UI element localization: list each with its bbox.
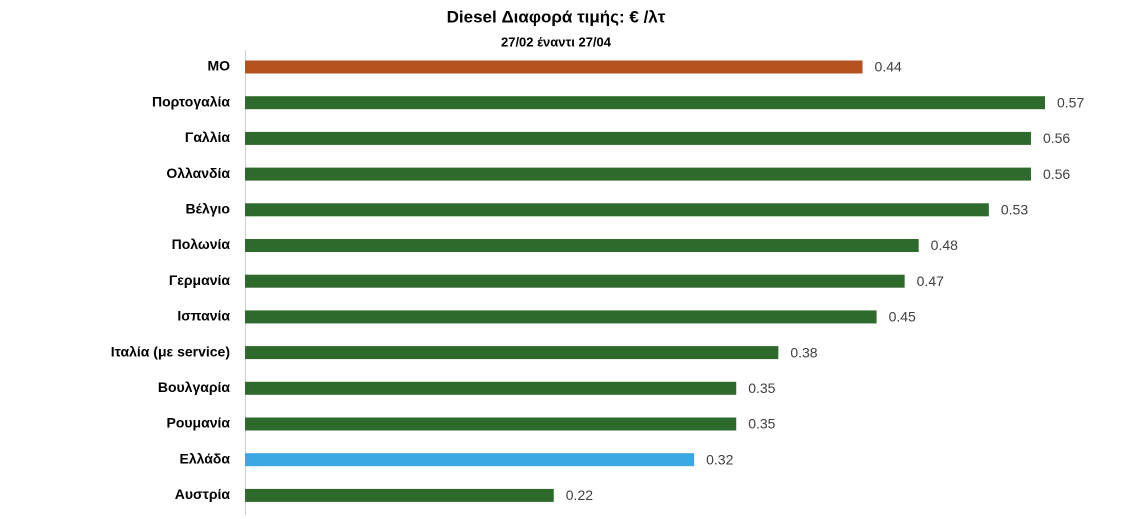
value-label: 0.35: [748, 380, 775, 396]
bar: [245, 417, 737, 431]
category-label: Ιταλία (με service): [111, 343, 230, 359]
value-label: 0.32: [706, 451, 733, 467]
chart-subtitle: 27/02 έναντι 27/04: [501, 34, 612, 49]
bar: [245, 239, 919, 252]
bar: [245, 488, 554, 502]
bar: [245, 453, 695, 467]
value-label: 0.38: [790, 344, 817, 360]
value-label: 0.47: [917, 273, 944, 289]
category-label: Ελλάδα: [180, 450, 231, 466]
bar: [245, 167, 1031, 181]
bar: [245, 381, 737, 395]
value-label: 0.53: [1001, 202, 1028, 218]
value-label: 0.35: [748, 416, 775, 432]
category-label: Ολλανδία: [166, 165, 230, 181]
value-label: 0.22: [566, 487, 593, 503]
bar: [245, 274, 905, 288]
category-label: Πολωνία: [172, 236, 231, 252]
category-label: Γαλλία: [185, 129, 230, 145]
value-label: 0.48: [931, 237, 958, 253]
value-label: 0.57: [1057, 94, 1084, 110]
chart-title: Diesel Διαφορά τιμής: € /λτ: [447, 7, 666, 26]
bar: [245, 203, 989, 217]
category-label: Γερμανία: [169, 272, 231, 288]
bar: [245, 346, 779, 360]
category-label: Βέλγιο: [186, 201, 230, 217]
bar: [245, 310, 877, 324]
category-label: Ισπανία: [177, 308, 230, 324]
value-label: 0.56: [1043, 166, 1070, 182]
bar: [245, 60, 863, 74]
category-label: Ρουμανία: [167, 415, 231, 431]
value-label: 0.44: [875, 59, 902, 75]
value-label: 0.45: [889, 309, 916, 325]
category-label: Αυστρία: [175, 486, 231, 502]
category-label: ΜΟ: [207, 58, 230, 74]
bar: [245, 96, 1045, 110]
category-label: Πορτογαλία: [152, 93, 230, 109]
category-label: Βουλγαρία: [158, 379, 231, 395]
value-label: 0.56: [1043, 130, 1070, 146]
bar: [245, 131, 1031, 145]
